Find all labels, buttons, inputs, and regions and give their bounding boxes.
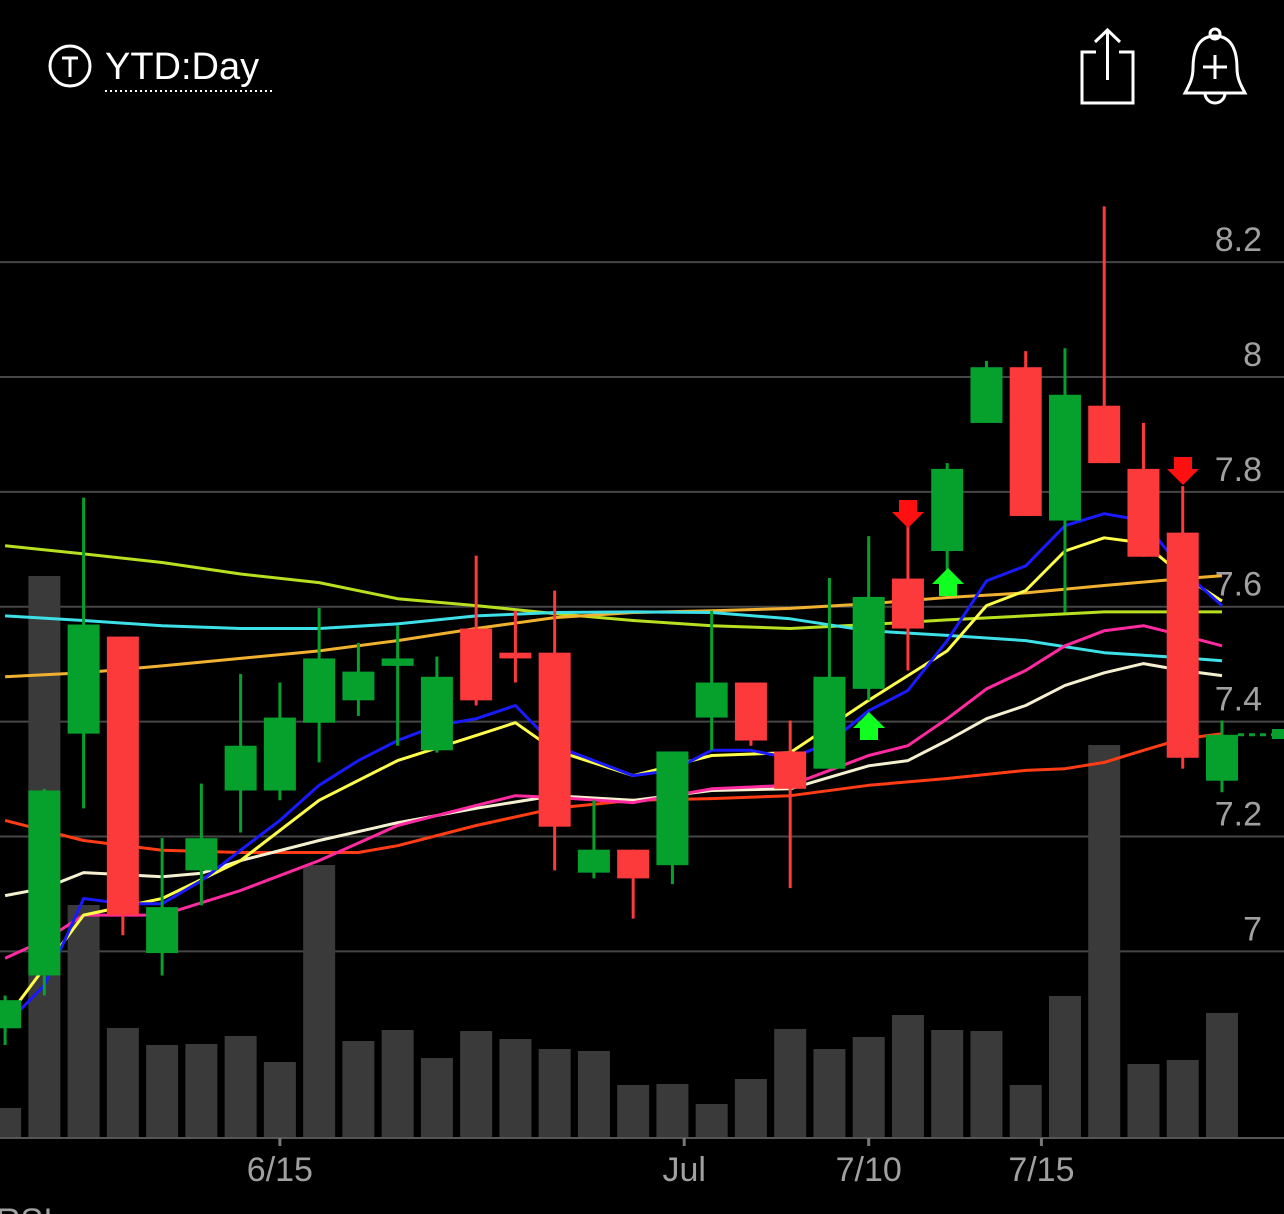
timeframe-icon-t	[62, 56, 78, 77]
candle-body	[695, 682, 728, 718]
volume-bar	[1205, 1013, 1238, 1138]
candles-layer	[0, 206, 1284, 1045]
candle-body	[734, 682, 767, 741]
sell-arrow	[892, 500, 924, 528]
volume-bar	[303, 865, 336, 1138]
candle-body	[0, 1000, 22, 1029]
candle-body	[1048, 394, 1081, 521]
volume-bar	[342, 1041, 375, 1138]
candle-body	[185, 838, 218, 871]
volume-bar	[499, 1039, 532, 1138]
volume-bar	[0, 1108, 22, 1138]
candle-body	[420, 676, 453, 751]
grid-layer	[0, 261, 1284, 953]
candle-body	[342, 671, 375, 701]
volume-bar	[852, 1037, 885, 1138]
candle-body	[28, 790, 61, 976]
y-tick-label: 7.8	[1215, 451, 1262, 489]
volume-bar	[813, 1049, 846, 1138]
rsi-label: RSI	[0, 1202, 53, 1214]
candle-body	[67, 624, 100, 734]
x-tick-label: 7/10	[836, 1151, 902, 1189]
candle-body	[303, 658, 336, 723]
buy-arrow	[932, 568, 964, 596]
volume-bar	[106, 1028, 139, 1138]
y-tick-label: 8	[1243, 336, 1262, 374]
x-tick-label: 6/15	[247, 1151, 313, 1189]
buy-arrow	[853, 712, 885, 740]
moving-average-line	[5, 610, 1223, 663]
moving-average-line	[4, 662, 1223, 898]
candle-body	[1205, 734, 1238, 781]
y-tick-label: 7.6	[1215, 566, 1262, 604]
volume-bar	[460, 1031, 493, 1138]
candle-body	[617, 849, 650, 879]
volume-bar	[931, 1030, 964, 1138]
candle-body	[263, 717, 296, 791]
volume-bar	[734, 1079, 767, 1138]
volume-bar	[577, 1051, 610, 1138]
moving-average-line	[4, 544, 1222, 630]
candle-body	[656, 751, 689, 866]
candle-body	[577, 849, 610, 873]
volume-bar	[774, 1029, 807, 1138]
share-button[interactable]	[1080, 27, 1135, 105]
volume-bar	[970, 1031, 1003, 1138]
sell-arrow	[1167, 457, 1199, 485]
alert-button[interactable]	[1182, 27, 1248, 105]
candle-body	[106, 636, 139, 916]
volume-bar	[185, 1044, 218, 1138]
volume-bar	[1048, 996, 1081, 1138]
volume-layer	[0, 576, 1238, 1138]
volume-bar	[1009, 1085, 1042, 1138]
labels-layer: 7 7.2 7.4 7.6 7.8 8 8.2 6/15 Jul 7/10 7/15	[0, 221, 1284, 1189]
candle-body	[774, 751, 807, 789]
candle-body	[970, 367, 1003, 423]
volume-bar	[263, 1062, 296, 1138]
candle-body	[931, 468, 964, 552]
volume-bar	[617, 1085, 650, 1138]
candle-body	[1009, 367, 1042, 516]
volume-bar	[891, 1015, 924, 1138]
volume-bar	[538, 1049, 571, 1138]
candle-body	[852, 596, 885, 689]
volume-bar	[1166, 1060, 1199, 1138]
moving-average-line	[4, 512, 1223, 1027]
volume-bar	[381, 1030, 414, 1138]
volume-bar	[146, 1045, 179, 1138]
candle-body	[499, 652, 532, 659]
y-tick-label: 7	[1243, 910, 1262, 948]
x-tick-label: 7/15	[1008, 1151, 1074, 1189]
candle-body	[1127, 468, 1160, 557]
volume-bar	[67, 905, 100, 1138]
header[interactable]: YTD:Day	[48, 44, 274, 92]
volume-bar	[1088, 745, 1121, 1138]
y-tick-label: 7.4	[1215, 681, 1262, 719]
moving-average-line	[4, 624, 1223, 960]
volume-bar	[656, 1084, 689, 1138]
volume-bar	[420, 1058, 453, 1138]
candle-body	[224, 745, 257, 791]
candle-body	[891, 578, 924, 629]
candle-body	[460, 628, 493, 701]
candle-body	[381, 658, 414, 666]
candle-body	[1088, 405, 1121, 464]
y-tick-label: 8.2	[1215, 221, 1262, 259]
volume-bar	[224, 1036, 257, 1138]
next-candle-stub	[1272, 729, 1284, 739]
y-tick-label: 7.2	[1215, 795, 1262, 833]
candle-body	[813, 676, 846, 769]
candle-body	[1166, 532, 1199, 758]
x-tick-label: Jul	[662, 1151, 705, 1189]
volume-bar	[695, 1104, 728, 1138]
candle-body	[146, 907, 179, 954]
candle-body	[538, 652, 571, 827]
volume-bar	[1127, 1064, 1160, 1138]
timeframe-label[interactable]: YTD:Day	[105, 46, 259, 88]
moving-average-line	[3, 536, 1223, 1022]
timeframe-icon	[48, 44, 92, 88]
